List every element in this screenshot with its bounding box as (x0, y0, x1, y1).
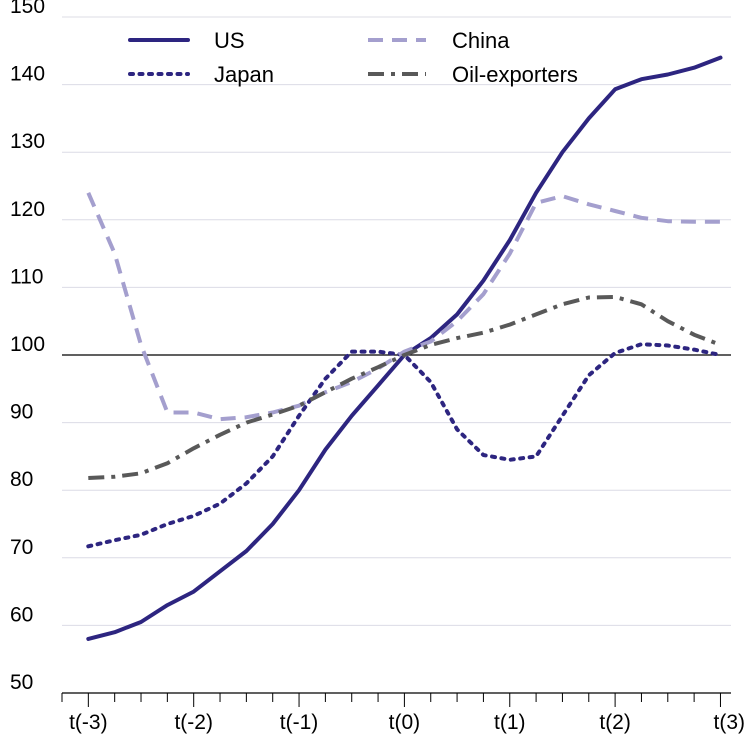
y-tick-label: 150 (10, 0, 45, 18)
y-tick-label: 70 (10, 536, 33, 559)
series-line-us (86, 55, 723, 641)
x-tick-label: t(1) (494, 711, 526, 734)
legend-label-china: China (452, 28, 510, 53)
y-tick-label: 60 (10, 603, 33, 626)
legend: US China Japan Oil-exporters (128, 28, 578, 87)
y-tick-label: 90 (10, 401, 33, 424)
x-tick-label: t(-1) (280, 711, 319, 734)
x-axis: t(-3) t(-2) t(-1) t(0) t(1) t(2) t(3) (61, 692, 746, 734)
series-lines (86, 55, 723, 641)
x-tick-label: t(-3) (69, 711, 108, 734)
y-tick-label: 140 (10, 63, 45, 86)
y-tick-label: 130 (10, 130, 45, 153)
y-tick-label: 110 (10, 265, 43, 288)
legend-label-japan: Japan (214, 62, 274, 87)
series-line-japan (86, 342, 723, 549)
y-tick-label: 100 (10, 333, 45, 356)
y-tick-label: 80 (10, 468, 33, 491)
y-axis: 50 60 70 80 90 100 110 120 130 140 150 (10, 0, 45, 694)
legend-label-us: US (214, 28, 245, 53)
x-tick-label: t(-2) (174, 711, 213, 734)
y-tick-label: 120 (10, 198, 45, 221)
series-line-china (86, 192, 721, 422)
x-tick-label: t(0) (389, 711, 421, 734)
x-tick-label: t(3) (714, 711, 746, 734)
x-tick-label: t(2) (599, 711, 631, 734)
legend-label-oil-exporters: Oil-exporters (452, 62, 578, 87)
series-line-oil-exporters (88, 294, 722, 480)
y-tick-label: 50 (10, 671, 33, 694)
